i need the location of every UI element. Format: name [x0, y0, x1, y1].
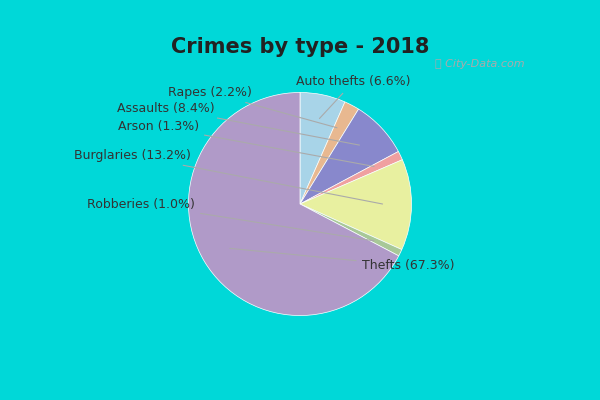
Wedge shape — [300, 92, 345, 204]
Wedge shape — [300, 102, 359, 204]
Text: Burglaries (13.2%): Burglaries (13.2%) — [74, 149, 383, 204]
Wedge shape — [188, 92, 399, 316]
Wedge shape — [300, 152, 403, 204]
Text: Robberies (1.0%): Robberies (1.0%) — [87, 198, 374, 241]
Text: Crimes by type - 2018: Crimes by type - 2018 — [171, 36, 429, 56]
Text: Rapes (2.2%): Rapes (2.2%) — [167, 86, 337, 128]
Text: Assaults (8.4%): Assaults (8.4%) — [117, 102, 359, 145]
Wedge shape — [300, 160, 412, 250]
Text: Arson (1.3%): Arson (1.3%) — [118, 120, 374, 166]
Text: ⓘ City-Data.com: ⓘ City-Data.com — [435, 59, 525, 69]
Wedge shape — [300, 109, 398, 204]
Text: Auto thefts (6.6%): Auto thefts (6.6%) — [296, 76, 410, 118]
Text: Thefts (67.3%): Thefts (67.3%) — [230, 248, 454, 272]
Wedge shape — [300, 204, 402, 256]
